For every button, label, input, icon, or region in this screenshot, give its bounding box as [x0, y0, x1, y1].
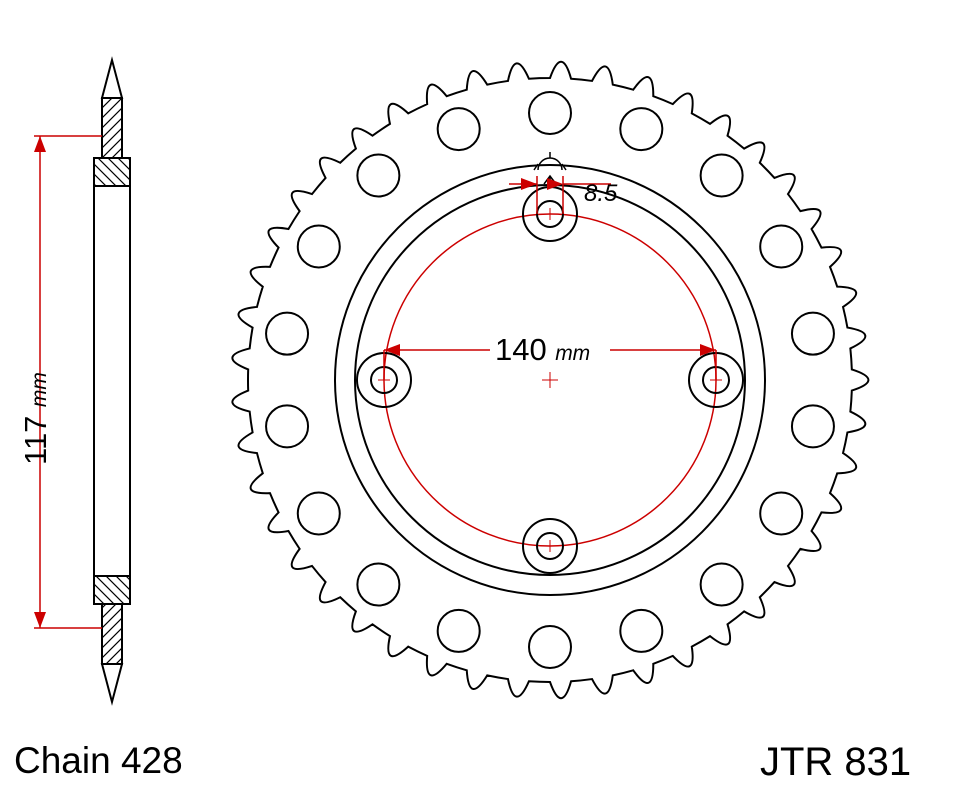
dim-85-value: 8.5 [584, 180, 617, 207]
label-partno: JTR 831 [760, 740, 911, 785]
dim-140-unit: mm [551, 342, 590, 365]
dim-85-label: 8.5 [584, 180, 617, 208]
label-chain: Chain 428 [14, 740, 183, 782]
diagram-stage: 117 mm 140 mm 8.5 Chain 428 JTR 831 [0, 0, 961, 800]
dim-140-label: 140 mm [495, 332, 590, 368]
sprocket-front [0, 0, 961, 800]
dim-140-value: 140 [495, 332, 547, 367]
